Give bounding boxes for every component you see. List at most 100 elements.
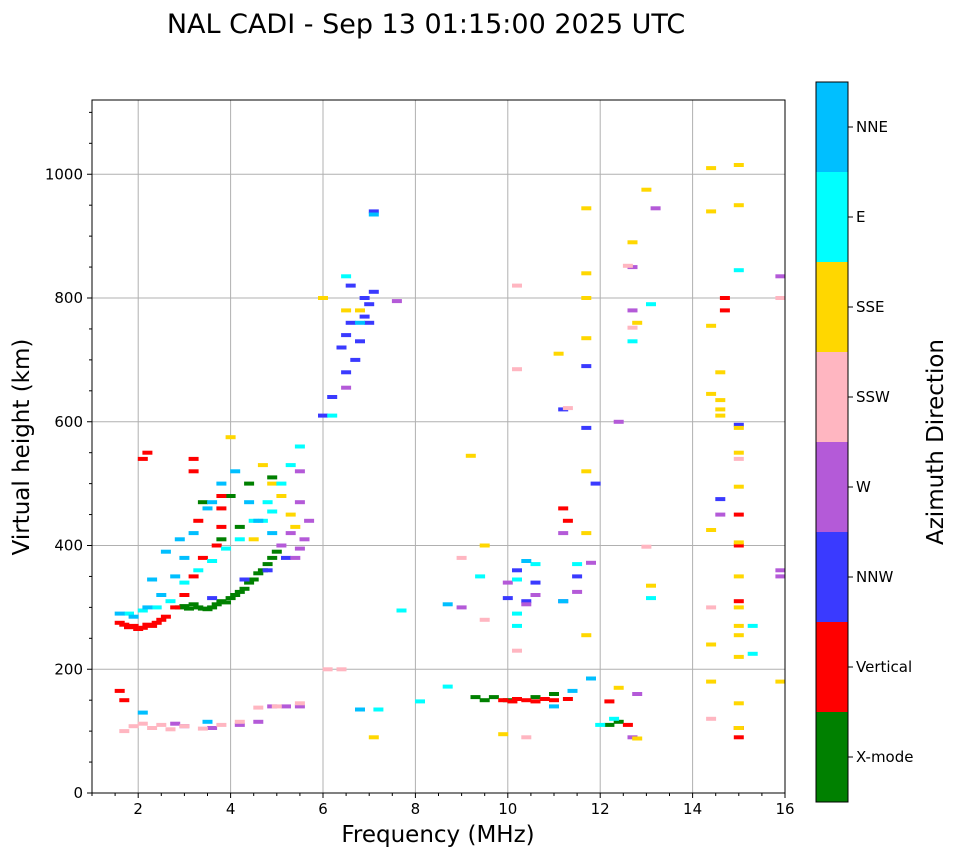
data-point: [586, 676, 596, 681]
data-point: [396, 608, 407, 613]
data-point: [521, 735, 532, 740]
data-point: [184, 606, 194, 611]
data-point: [234, 589, 245, 594]
data-point: [216, 506, 227, 511]
data-point: [294, 500, 305, 505]
data-point: [715, 398, 726, 403]
data-point: [475, 574, 486, 579]
y-tick-label: 200: [54, 660, 83, 678]
data-point: [733, 623, 744, 628]
data-point: [627, 325, 638, 330]
data-point: [147, 726, 158, 730]
data-point: [137, 625, 148, 630]
data-point: [207, 726, 218, 730]
data-point: [137, 608, 148, 613]
data-point: [197, 555, 208, 560]
data-point: [290, 524, 301, 529]
data-point: [216, 537, 227, 542]
data-point: [253, 705, 264, 710]
data-point: [733, 268, 744, 273]
data-point: [733, 574, 744, 579]
data-point: [442, 602, 453, 607]
data-point: [327, 395, 338, 399]
data-point: [581, 633, 592, 638]
data-point: [530, 695, 541, 700]
y-tick-label: 0: [73, 784, 83, 802]
colorbar-tick-label: SSE: [856, 298, 885, 316]
data-point: [276, 543, 287, 548]
colorbar-segment-nne: [816, 82, 848, 172]
x-axis-ticks: 2 4 6 8 10 12 14 16: [91, 793, 795, 818]
data-point: [322, 667, 333, 672]
data-point: [622, 263, 633, 268]
colorbar-tick-label: X-mode: [856, 748, 913, 766]
data-point: [747, 623, 758, 628]
data-point: [521, 599, 532, 604]
data-point: [558, 506, 569, 511]
data-point: [290, 555, 301, 560]
data-point: [248, 577, 259, 582]
data-point: [355, 339, 365, 344]
data-point: [391, 299, 402, 304]
data-point: [211, 543, 222, 548]
data-point: [512, 611, 522, 616]
data-point: [197, 726, 208, 731]
data-point: [119, 698, 130, 703]
data-point: [225, 596, 236, 601]
data-point: [719, 296, 730, 300]
data-point: [239, 577, 250, 582]
data-point: [211, 602, 222, 607]
data-point: [479, 698, 490, 703]
data-point: [775, 679, 786, 684]
colorbar-segment-w: [816, 442, 848, 532]
series-w: [170, 206, 786, 740]
data-point: [581, 531, 592, 536]
data-point: [336, 667, 347, 672]
data-point: [650, 206, 661, 211]
data-point: [706, 642, 717, 647]
data-point: [558, 531, 569, 536]
data-point: [562, 518, 573, 523]
data-point: [119, 729, 130, 734]
data-point: [234, 719, 245, 724]
colorbar-tick-label: NNW: [856, 568, 893, 586]
data-point: [142, 450, 153, 455]
data-point: [207, 605, 218, 610]
data-point: [572, 589, 583, 594]
data-point: [188, 469, 199, 474]
data-point: [147, 577, 158, 582]
data-point: [179, 593, 190, 597]
data-point: [244, 481, 255, 486]
data-point: [502, 596, 513, 601]
data-point: [294, 701, 305, 706]
data-point: [271, 704, 282, 709]
colorbar-segment-nnw: [816, 532, 848, 622]
data-point: [160, 549, 171, 554]
data-point: [221, 546, 231, 551]
data-point: [248, 537, 259, 542]
data-point: [179, 555, 190, 560]
data-point: [646, 302, 656, 307]
data-point: [512, 283, 522, 288]
plot-area-frame: [91, 99, 786, 794]
data-point: [715, 413, 726, 418]
data-point: [512, 697, 522, 701]
data-point: [733, 726, 744, 730]
data-point: [627, 339, 638, 344]
data-point: [179, 604, 190, 609]
data-point: [733, 654, 744, 659]
y-tick-label: 600: [54, 413, 83, 431]
data-point: [581, 364, 592, 369]
data-point: [267, 481, 278, 486]
data-point: [207, 559, 218, 563]
data-point: [285, 531, 296, 536]
data-point: [160, 614, 171, 619]
data-point: [512, 367, 522, 372]
data-point: [327, 413, 338, 418]
data-point: [595, 722, 606, 727]
data-point: [151, 620, 162, 625]
data-point: [586, 560, 596, 565]
data-point: [733, 543, 744, 548]
data-point: [341, 385, 352, 390]
